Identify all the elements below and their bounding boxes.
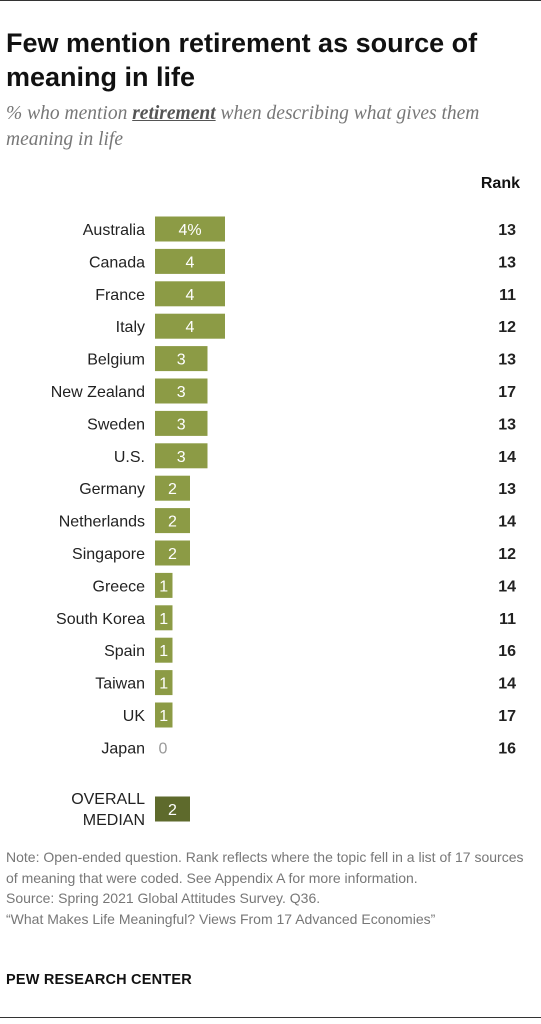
rank-value: 13 — [498, 352, 516, 369]
value-label: 2 — [168, 481, 177, 498]
category-label: Belgium — [87, 352, 145, 369]
rank-value: 14 — [498, 676, 516, 693]
value-label: 2 — [168, 514, 177, 531]
value-label: 1 — [159, 611, 168, 628]
value-label: 4 — [186, 254, 195, 271]
subtitle-prefix: % who mention — [6, 103, 133, 124]
value-label: 1 — [159, 578, 168, 595]
median-bar — [155, 796, 190, 822]
value-label: 3 — [177, 352, 186, 369]
rank-value: 13 — [498, 222, 516, 239]
bar — [155, 540, 190, 566]
bar — [155, 702, 173, 728]
source-text: Source: Spring 2021 Global Attitudes Sur… — [6, 890, 321, 906]
bar — [155, 410, 208, 436]
bar — [155, 443, 208, 469]
report-title: “What Makes Life Meaningful? Views From … — [6, 910, 436, 927]
bottom-rule — [0, 1017, 541, 1018]
chart-subtitle: % who mention retirement when describing… — [6, 101, 536, 153]
brand-logo-text: PEW RESEARCH CENTER — [6, 972, 192, 988]
rank-value: 17 — [498, 384, 516, 401]
rank-value: 13 — [498, 254, 516, 271]
rank-value: 13 — [498, 416, 516, 433]
value-label: 4 — [186, 319, 195, 336]
rank-value: 14 — [498, 578, 516, 595]
category-label: Canada — [89, 254, 145, 271]
category-label: South Korea — [56, 611, 145, 628]
bar — [155, 281, 225, 307]
bar — [155, 637, 173, 663]
category-label: New Zealand — [51, 384, 145, 401]
bar — [155, 605, 173, 631]
bar — [155, 346, 208, 372]
value-label: 3 — [177, 416, 186, 433]
value-label: 2 — [168, 546, 177, 563]
rank-value: 14 — [498, 514, 516, 531]
top-rule — [0, 0, 541, 1]
chart-note: Note: Open-ended question. Rank reflects… — [6, 847, 536, 929]
category-label: Taiwan — [95, 676, 145, 693]
rank-value: 12 — [498, 546, 516, 563]
category-label: Japan — [101, 740, 145, 757]
value-label: 1 — [159, 708, 168, 725]
bar — [155, 313, 225, 339]
category-label: Singapore — [72, 546, 145, 563]
category-label: Sweden — [87, 416, 145, 433]
value-label: 1 — [159, 643, 168, 660]
rank-value: 14 — [498, 449, 516, 466]
category-label: U.S. — [114, 449, 145, 466]
rank-value: 11 — [499, 287, 516, 304]
category-label: Australia — [83, 222, 145, 239]
bar — [155, 475, 190, 501]
bar — [155, 378, 208, 404]
category-label: Netherlands — [59, 514, 145, 531]
bar — [155, 572, 173, 598]
category-label: France — [95, 287, 145, 304]
rank-value: 16 — [498, 643, 516, 660]
rank-value: 12 — [498, 319, 516, 336]
category-label: UK — [123, 708, 146, 725]
rank-value: 11 — [499, 611, 516, 628]
value-label: 4 — [186, 287, 195, 304]
median-label-line2: MEDIAN — [83, 812, 145, 829]
bar — [155, 508, 190, 534]
category-label: Italy — [116, 319, 145, 336]
subtitle-emphasis: retirement — [132, 103, 216, 124]
median-value-label: 2 — [168, 802, 177, 819]
rank-value: 17 — [498, 708, 516, 725]
rank-value: 13 — [498, 481, 516, 498]
bar — [155, 670, 173, 696]
bar — [155, 216, 225, 242]
value-label: 1 — [159, 676, 168, 693]
rank-value: 16 — [498, 740, 516, 757]
value-label: 3 — [177, 384, 186, 401]
note-text: Note: Open-ended question. Rank reflects… — [6, 849, 524, 886]
median-label-line1: OVERALL — [71, 791, 145, 808]
subtitle-suffix: when describing what gives them meaning … — [6, 103, 480, 150]
rank-column-header: Rank — [480, 175, 520, 192]
chart-title: Few mention retirement as source of mean… — [6, 28, 478, 92]
category-label: Germany — [79, 481, 145, 498]
bar — [155, 248, 225, 274]
value-label: 0 — [159, 740, 168, 757]
value-label: 3 — [177, 449, 186, 466]
value-label: 4% — [178, 222, 201, 239]
category-label: Spain — [104, 643, 145, 660]
category-label: Greece — [93, 578, 146, 595]
